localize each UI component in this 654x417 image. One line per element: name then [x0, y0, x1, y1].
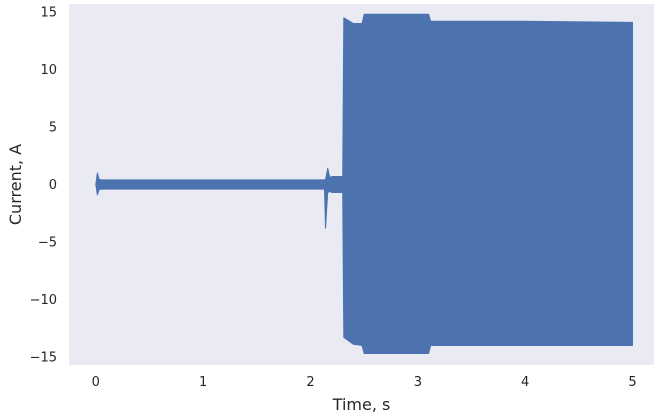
x-axis-ticks: 0 1 2 3 4 5 [92, 375, 637, 390]
x-tick-label: 4 [521, 375, 529, 390]
series-line-0 [95, 13, 633, 354]
x-axis-label: Time, s [332, 395, 391, 414]
y-axis-ticks: −15 −10 −5 0 5 10 15 [30, 6, 57, 366]
x-tick-label: 0 [92, 375, 100, 390]
x-tick-label: 5 [628, 375, 636, 390]
y-tick-label: 5 [49, 121, 57, 136]
y-tick-label: −5 [38, 236, 57, 251]
y-tick-label: 0 [49, 178, 57, 193]
y-tick-label: −10 [30, 293, 57, 308]
series-layer [95, 13, 633, 354]
y-tick-label: 10 [40, 63, 57, 78]
y-tick-label: −15 [30, 351, 57, 366]
x-tick-label: 3 [414, 375, 422, 390]
x-tick-label: 1 [199, 375, 207, 390]
y-tick-label: 15 [40, 6, 57, 21]
x-tick-label: 2 [306, 375, 314, 390]
y-axis-label: Current, A [6, 144, 25, 225]
